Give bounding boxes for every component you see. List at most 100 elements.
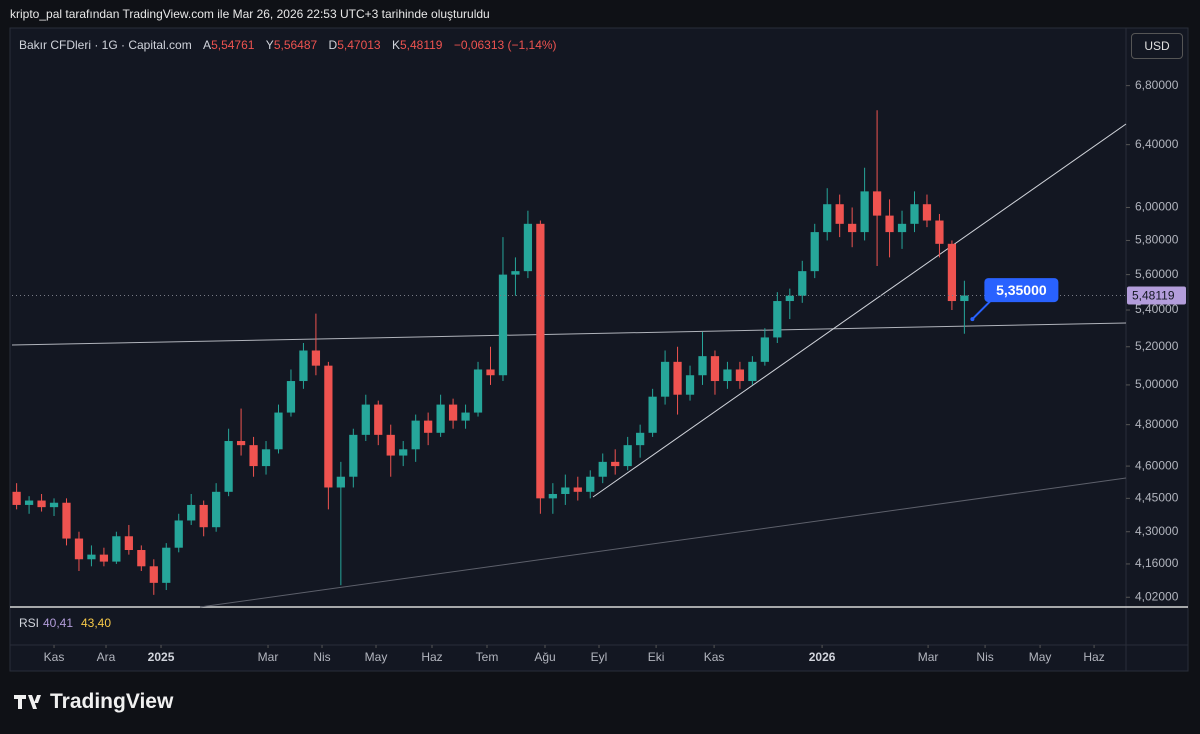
y-tick-label: 6,40000 bbox=[1135, 137, 1179, 151]
brand: TradingView bbox=[50, 690, 174, 713]
candle-body bbox=[224, 441, 233, 492]
candle-body bbox=[62, 502, 71, 539]
x-tick-label: Eyl bbox=[591, 650, 608, 664]
candle-body bbox=[872, 191, 882, 216]
y-tick-label: 4,16000 bbox=[1135, 556, 1179, 570]
ohlc-value: 5,54761 bbox=[211, 38, 255, 52]
x-tick-label: May bbox=[1029, 650, 1052, 664]
candle-body bbox=[897, 223, 907, 233]
candle-body bbox=[261, 449, 271, 467]
candle-body bbox=[374, 404, 383, 435]
candle-body bbox=[436, 404, 445, 433]
candle-body bbox=[536, 223, 545, 499]
ohlc-value: 5,47013 bbox=[337, 38, 381, 52]
candle-body bbox=[498, 274, 508, 376]
ohlc-value: 5,56487 bbox=[273, 38, 318, 52]
y-tick-label: 4,60000 bbox=[1135, 458, 1179, 472]
candle-body bbox=[12, 491, 21, 505]
candle-body bbox=[473, 369, 483, 413]
candle-body bbox=[636, 432, 645, 446]
ohlc-label: D bbox=[328, 38, 338, 52]
y-tick-label: 4,30000 bbox=[1135, 524, 1179, 538]
y-tick-label: 5,00000 bbox=[1135, 377, 1179, 391]
last-price-box bbox=[1127, 286, 1186, 305]
candle-body bbox=[685, 375, 695, 395]
candle-body bbox=[174, 520, 183, 548]
y-tick-label: 5,40000 bbox=[1135, 302, 1179, 316]
x-tick-label: Eki bbox=[648, 650, 665, 664]
last-price-label: 5,48119 bbox=[1132, 289, 1175, 303]
candle-body bbox=[573, 487, 582, 492]
candle-body bbox=[236, 441, 246, 446]
candle-body bbox=[935, 220, 944, 244]
candle-body bbox=[87, 554, 96, 560]
candle-body bbox=[748, 361, 757, 382]
candle-body bbox=[523, 223, 533, 272]
candle-body bbox=[424, 420, 433, 433]
callout-box bbox=[984, 278, 1059, 303]
x-tick-label: Nis bbox=[976, 650, 993, 664]
y-tick-label: 5,60000 bbox=[1135, 267, 1179, 281]
callout-anchor bbox=[970, 317, 975, 322]
candle-body bbox=[448, 404, 458, 421]
ohlc-value: 5,48119 bbox=[399, 38, 443, 52]
callout-label: 5,35000 bbox=[996, 282, 1047, 298]
y-tick-label: 4,45000 bbox=[1135, 491, 1179, 505]
chart-panel bbox=[9, 27, 1189, 672]
candle-body bbox=[773, 301, 782, 338]
brand-logo bbox=[14, 695, 41, 709]
ohlc-label: A bbox=[203, 38, 212, 52]
candle-body bbox=[49, 502, 59, 508]
y-tick-label: 5,80000 bbox=[1135, 233, 1179, 247]
candle-body bbox=[274, 412, 283, 450]
candle-body bbox=[137, 550, 146, 567]
candle-body bbox=[548, 493, 557, 499]
candle-body bbox=[922, 204, 932, 221]
candle-body bbox=[99, 554, 109, 562]
currency-button[interactable]: USD bbox=[1131, 33, 1183, 59]
symbol: Bakır CFDleri · 1G · Capital.com bbox=[19, 38, 192, 52]
candle-body bbox=[399, 449, 408, 456]
y-tick-label: 4,80000 bbox=[1135, 417, 1179, 431]
x-tick-label: Mar bbox=[918, 650, 939, 664]
x-tick-label: May bbox=[365, 650, 388, 664]
change: −0,06313 (−1,14%) bbox=[453, 38, 557, 52]
candle-body bbox=[299, 350, 308, 382]
x-tick-label: 2025 bbox=[148, 650, 175, 664]
candle-body bbox=[648, 396, 657, 433]
candle-body bbox=[311, 350, 321, 366]
candle-body bbox=[698, 356, 707, 376]
candle-body bbox=[162, 547, 171, 583]
x-tick-label: Tem bbox=[476, 650, 499, 664]
y-tick-label: 5,20000 bbox=[1135, 339, 1179, 353]
page-header: kripto_pal tarafından TradingView.com il… bbox=[10, 7, 490, 21]
rsi-value: 43,40 bbox=[81, 616, 111, 630]
candle-body bbox=[798, 271, 807, 296]
candle-body bbox=[112, 536, 121, 562]
candle-body bbox=[960, 295, 969, 302]
candle-body bbox=[286, 381, 296, 413]
candle-body bbox=[361, 404, 370, 435]
candle-body bbox=[710, 356, 720, 382]
candle-body bbox=[735, 369, 745, 382]
trend-line bbox=[592, 123, 1127, 498]
candle-body bbox=[249, 445, 258, 467]
candle-body bbox=[349, 434, 358, 477]
candle-body bbox=[212, 491, 221, 528]
candle-body bbox=[785, 295, 794, 302]
candle-body bbox=[848, 223, 857, 233]
candle-body bbox=[199, 504, 208, 528]
candle-body bbox=[810, 232, 819, 272]
candle-body bbox=[511, 271, 520, 275]
candle-body bbox=[386, 434, 395, 456]
candle-body bbox=[561, 487, 570, 494]
candle-body bbox=[24, 500, 34, 505]
candle-body bbox=[37, 500, 46, 508]
candle-body bbox=[835, 204, 844, 224]
candle-body bbox=[947, 243, 957, 302]
ohlc-label: Y bbox=[265, 38, 274, 52]
x-tick-label: Ara bbox=[97, 650, 116, 664]
candle-body bbox=[598, 461, 607, 477]
candle-body bbox=[486, 369, 495, 376]
